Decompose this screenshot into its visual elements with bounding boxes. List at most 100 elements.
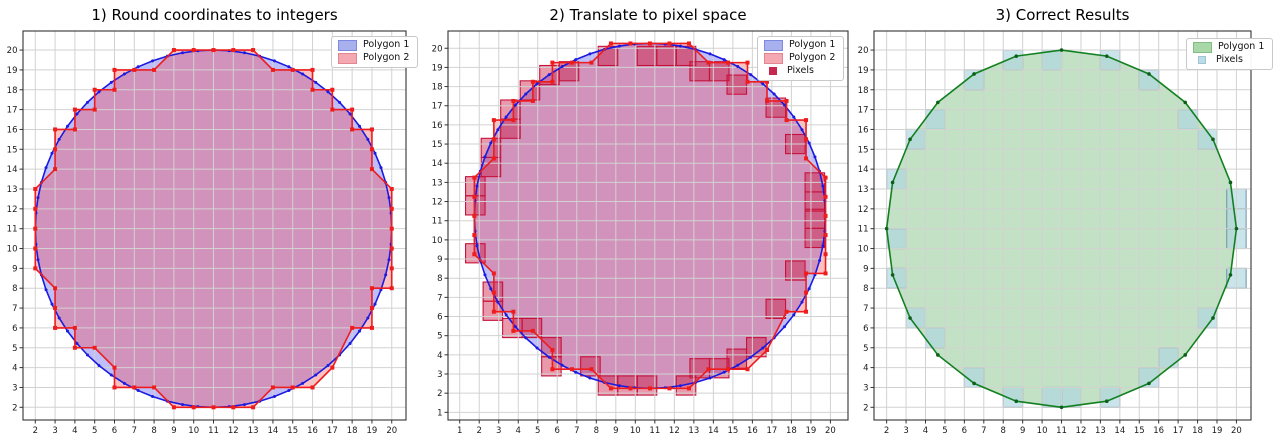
legend-patch-swatch <box>764 53 783 64</box>
vertex-dot <box>66 329 70 333</box>
vertex-dot <box>1147 72 1151 76</box>
polygon-2-fill-red <box>474 43 826 389</box>
vertex-square-marker <box>211 405 216 410</box>
vertex-square-marker <box>92 87 97 92</box>
panel-1-tick-labels: 2 3 4 5 6 7 8 9 10 11 12 13 14 15 16 17 18 19 20 2 3 4 5 6 7 8 9 10… <box>7 46 397 436</box>
pixel-cell <box>726 74 748 95</box>
vertex-dot <box>85 100 89 104</box>
y-tick-label: 19 <box>7 66 18 76</box>
vertex-square-marker <box>389 286 394 291</box>
legend-label: Polygon 1 <box>1218 41 1265 53</box>
vertex-square-marker <box>589 367 594 372</box>
vertex-dot <box>749 73 753 77</box>
panel-1-title: 1) Round coordinates to integers <box>91 6 338 24</box>
vertex-square-marker <box>33 226 38 231</box>
pixel-cell <box>765 298 787 319</box>
vertex-dot <box>373 302 377 306</box>
vertex-dot <box>1105 399 1109 404</box>
x-tick-label: 19 <box>806 426 817 436</box>
vertex-dot <box>535 346 539 350</box>
legend-marker-swatch <box>768 67 777 76</box>
legend-label: Polygon 2 <box>789 52 836 64</box>
vertex-dot <box>813 155 817 159</box>
vertex-dot <box>807 141 811 145</box>
x-tick-label: 16 <box>747 426 758 436</box>
vertex-dot <box>387 258 391 262</box>
panel-3-polygon-1 <box>884 48 1239 410</box>
vertex-dot <box>36 196 40 200</box>
vertex-dot <box>800 128 804 132</box>
vertex-square-marker <box>550 60 555 65</box>
y-tick-label: 6 <box>437 313 442 323</box>
x-tick-label: 11 <box>1056 426 1067 436</box>
vertex-dot <box>151 59 155 63</box>
y-tick-label: 4 <box>863 364 868 374</box>
y-tick-label: 2 <box>863 403 868 413</box>
vertex-dot <box>181 403 185 407</box>
vertex-dot <box>1211 316 1215 320</box>
vertex-square-marker <box>369 127 374 132</box>
vertex-dot <box>1234 226 1239 231</box>
panel-3-plot-canvas: 2 3 4 5 6 7 8 9 10 11 12 13 14 15 16 17 18 19 20 2 3 4 5 6 7 8 9 10… <box>858 30 1252 436</box>
vertex-dot <box>348 341 352 345</box>
pixel-cell <box>924 327 946 349</box>
y-tick-label: 2 <box>12 403 17 413</box>
vertex-square-marker <box>310 385 315 390</box>
vertex-square-marker <box>491 271 496 276</box>
vertex-square-marker <box>530 79 535 84</box>
x-tick-label: 5 <box>92 426 97 436</box>
vertex-dot <box>36 258 40 262</box>
panel-3-title: 3) Correct Results <box>995 6 1130 24</box>
legend-entry: Polygon 1 <box>764 39 836 51</box>
vertex-square-marker <box>53 127 58 132</box>
vertex-square-marker <box>53 306 58 311</box>
vertex-square-marker <box>92 345 97 350</box>
vertex-square-marker <box>569 60 574 65</box>
y-tick-label: 12 <box>432 198 443 208</box>
vertex-dot <box>504 115 508 119</box>
legend-label: Polygon 1 <box>789 39 836 51</box>
vertex-dot <box>792 313 796 317</box>
panel-3-grid <box>874 31 1251 420</box>
y-tick-label: 11 <box>432 217 443 227</box>
pixel-cell <box>675 45 697 67</box>
x-tick-label: 4 <box>72 426 77 436</box>
y-tick-label: 14 <box>858 165 869 175</box>
pixel-cell <box>924 109 946 130</box>
vertex-dot <box>513 103 517 107</box>
legend-entry: Polygon 1 <box>1193 41 1265 53</box>
pixel-cell <box>558 61 580 82</box>
vertex-dot <box>617 384 621 388</box>
vertex-square-marker <box>389 246 394 251</box>
vertex-dot <box>287 389 291 393</box>
vertex-dot <box>736 363 740 367</box>
pixel-cell <box>502 317 523 339</box>
vertex-square-marker <box>745 79 750 84</box>
vertex-dot <box>884 226 889 231</box>
vertex-square-marker <box>726 367 730 372</box>
vertex-square-marker <box>350 107 355 112</box>
legend-label: Pixels <box>787 65 814 76</box>
x-tick-label: 14 <box>1114 426 1125 436</box>
vertex-dot <box>85 353 89 357</box>
pixel-cell <box>541 337 562 358</box>
y-tick-label: 7 <box>863 304 868 314</box>
x-tick-label: 6 <box>112 426 117 436</box>
vertex-dot <box>722 370 726 374</box>
legend-patch-swatch <box>338 53 357 64</box>
vertex-dot <box>1059 48 1064 52</box>
panel-2-polygon-2 <box>472 41 828 391</box>
vertex-dot <box>890 273 895 277</box>
y-tick-label: 7 <box>437 293 442 303</box>
y-tick-label: 17 <box>432 102 443 112</box>
vertex-square-marker <box>472 252 477 257</box>
polygon-2-line-red <box>473 42 827 390</box>
x-tick-label: 3 <box>903 426 908 436</box>
vertex-square-marker <box>667 41 672 46</box>
vertex-square-marker <box>745 367 750 372</box>
vertex-dot <box>782 103 786 107</box>
vertex-dot <box>122 381 126 385</box>
vertex-square-marker <box>53 325 58 330</box>
y-tick-label: 8 <box>437 274 442 284</box>
panel-2-fills <box>474 43 826 389</box>
